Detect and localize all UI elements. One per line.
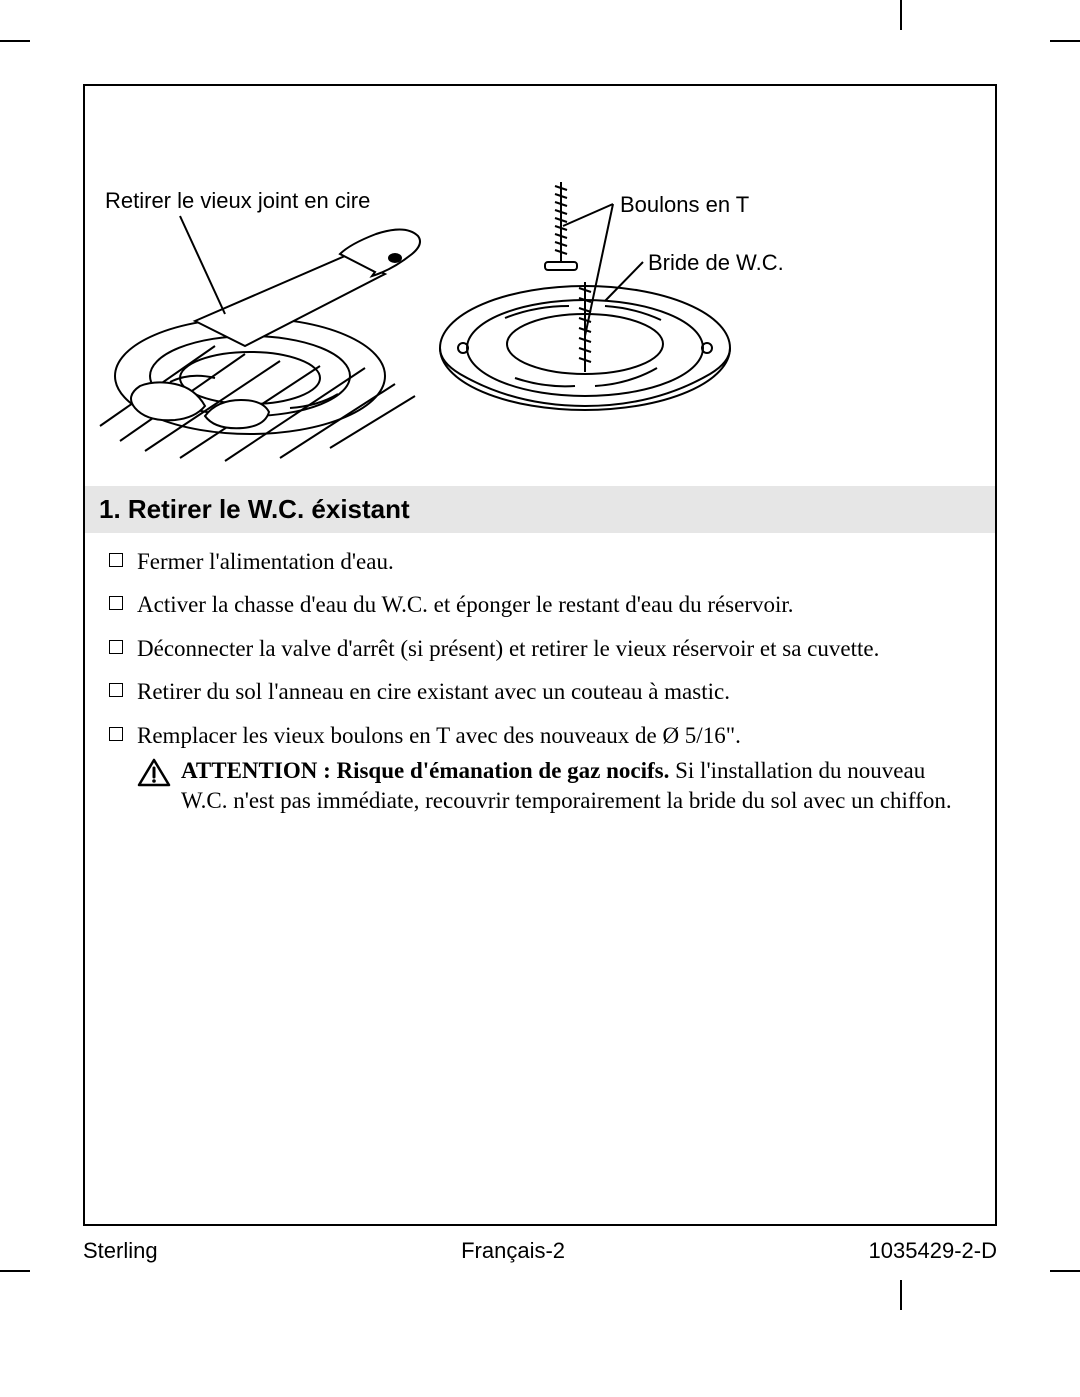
section-heading: 1. Retirer le W.C. éxistant [85,486,995,533]
footer-center: Français-2 [461,1238,565,1264]
page-frame: Retirer le vieux joint en cire Boulons e… [83,84,997,1226]
step-text: Déconnecter la valve d'arrêt (si présent… [137,634,971,663]
diagram-svg [85,86,995,486]
crop-mark [0,40,30,42]
footer-right: 1035429-2-D [869,1238,997,1264]
step-item: Activer la chasse d'eau du W.C. et épong… [109,590,971,619]
step-text: Retirer du sol l'anneau en cire existant… [137,677,971,706]
checkbox-bullet-icon [109,596,123,610]
checkbox-bullet-icon [109,727,123,741]
checkbox-bullet-icon [109,683,123,697]
step-item: Déconnecter la valve d'arrêt (si présent… [109,634,971,663]
crop-mark [0,1270,30,1272]
page-footer: Sterling Français-2 1035429-2-D [83,1238,997,1264]
step-item: Fermer l'alimentation d'eau. [109,547,971,576]
footer-left: Sterling [83,1238,158,1264]
step-text: Activer la chasse d'eau du W.C. et épong… [137,590,971,619]
checkbox-bullet-icon [109,553,123,567]
diagram-area: Retirer le vieux joint en cire Boulons e… [85,86,995,486]
step-text: Fermer l'alimentation d'eau. [137,547,971,576]
warning-bold: ATTENTION : Risque d'émanation de gaz no… [181,758,669,783]
crop-mark [900,1280,902,1310]
warning-text: ATTENTION : Risque d'émanation de gaz no… [181,756,971,815]
crop-mark [1050,40,1080,42]
checkbox-bullet-icon [109,640,123,654]
warning-block: ATTENTION : Risque d'émanation de gaz no… [137,756,971,815]
crop-mark [1050,1270,1080,1272]
step-item: Retirer du sol l'anneau en cire existant… [109,677,971,706]
step-item: Remplacer les vieux boulons en T avec de… [109,721,971,750]
step-text: Remplacer les vieux boulons en T avec de… [137,721,971,750]
warning-triangle-icon [137,758,171,795]
crop-mark [900,0,902,30]
steps-list: Fermer l'alimentation d'eau. Activer la … [85,533,995,815]
